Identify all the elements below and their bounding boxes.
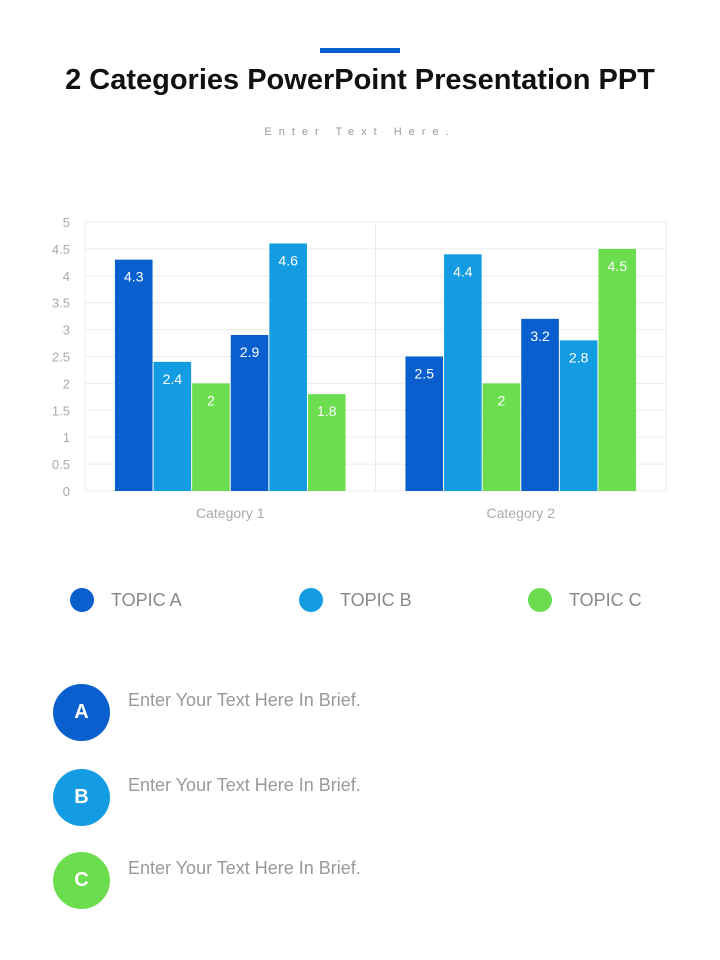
bar — [521, 318, 559, 491]
data-label: 2.5 — [415, 366, 435, 382]
page-title: 2 Categories PowerPoint Presentation PPT — [65, 64, 655, 96]
legend-label: TOPIC C — [569, 589, 642, 610]
item-text: Enter Your Text Here In Brief. — [128, 858, 361, 878]
bar — [153, 361, 192, 491]
x-tick-label: Category 2 — [487, 505, 556, 521]
list-item-c: C Enter Your Text Here In Brief. — [53, 852, 361, 909]
bar — [269, 243, 307, 491]
legend-dot-icon — [528, 588, 552, 612]
bar — [405, 356, 444, 491]
data-label: 2 — [498, 392, 506, 408]
data-label: 4.4 — [453, 263, 473, 279]
bar — [230, 334, 269, 491]
item-text: Enter Your Text Here In Brief. — [128, 775, 361, 795]
bar — [114, 259, 153, 491]
y-tick-label: 1 — [63, 430, 70, 445]
bar-chart: 0 0.5 1 1.5 2 2.5 3 3.5 4 4.5 5 4.3 2.4 2 2.9 4.6 1.8 Cat… — [52, 215, 667, 521]
y-tick-label: 5 — [63, 215, 70, 230]
letter-badge: B — [53, 769, 110, 826]
bar — [444, 254, 482, 491]
legend-item-topic-b: TOPIC B — [299, 588, 412, 612]
data-label: 4.3 — [124, 269, 144, 285]
list-item-b: B Enter Your Text Here In Brief. — [53, 769, 361, 826]
y-tick-label: 4 — [63, 269, 70, 284]
legend-label: TOPIC B — [340, 589, 412, 610]
data-label: 2 — [207, 392, 215, 408]
y-tick-label: 4.5 — [52, 242, 70, 257]
y-tick-label: 0.5 — [52, 457, 70, 472]
list-item-a: A Enter Your Text Here In Brief. — [53, 684, 361, 741]
data-label: 1.8 — [317, 403, 337, 419]
y-tick-label: 2.5 — [52, 350, 70, 365]
legend-item-topic-a: TOPIC A — [70, 588, 182, 612]
data-label: 2.4 — [163, 371, 183, 387]
bar — [559, 340, 598, 491]
y-tick-label: 3 — [63, 323, 70, 338]
legend-label: TOPIC A — [111, 589, 182, 610]
page-subtitle: Enter Text Here. — [264, 126, 456, 138]
item-text: Enter Your Text Here In Brief. — [128, 690, 361, 710]
bar — [482, 383, 521, 491]
data-label: 4.6 — [278, 253, 298, 269]
bar — [192, 383, 230, 491]
x-tick-label: Category 1 — [196, 505, 265, 521]
legend-dot-icon — [70, 588, 94, 612]
y-tick-label: 3.5 — [52, 296, 70, 311]
letter-badge: A — [53, 684, 110, 741]
data-label: 3.2 — [530, 328, 550, 344]
y-tick-label: 2 — [63, 376, 70, 391]
data-label: 2.9 — [240, 344, 260, 360]
y-tick-label: 0 — [63, 484, 70, 499]
data-label: 2.8 — [569, 349, 589, 365]
legend-item-topic-c: TOPIC C — [528, 588, 642, 612]
letter-badge: C — [53, 852, 110, 909]
bar — [307, 394, 346, 491]
legend-dot-icon — [299, 588, 323, 612]
data-label: 4.5 — [608, 258, 628, 274]
y-tick-label: 1.5 — [52, 403, 70, 418]
accent-bar — [320, 48, 400, 53]
bar — [598, 248, 637, 491]
